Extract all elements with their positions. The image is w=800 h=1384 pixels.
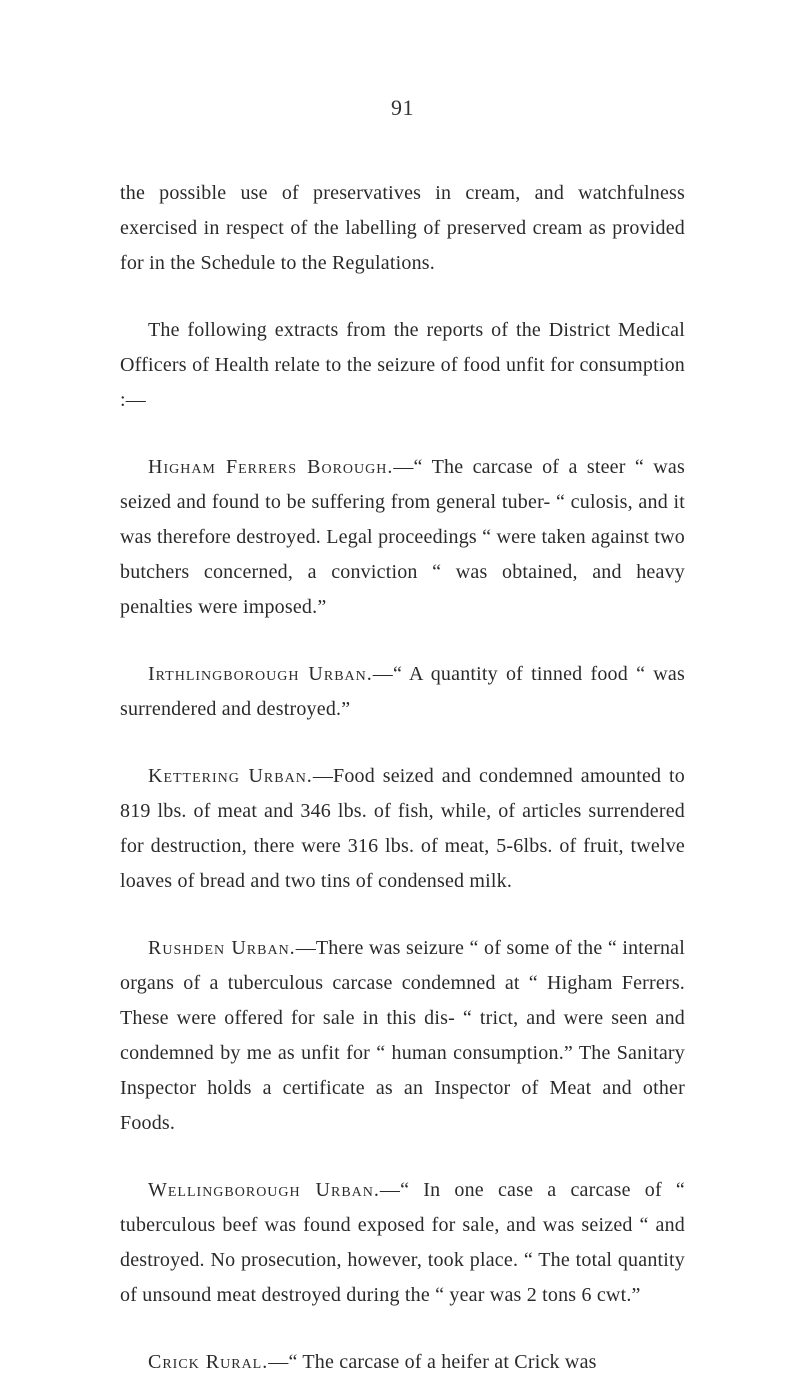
body-higham-ferrers: —“ The carcase of a steer “ was seized a… (120, 456, 685, 618)
heading-irthlingborough: Irthlingborough Urban. (148, 663, 373, 685)
paragraph-wellingborough: Wellingborough Urban.—“ In one case a ca… (120, 1173, 685, 1313)
heading-rushden: Rushden Urban. (148, 937, 296, 959)
paragraph-crick: Crick Rural.—“ The carcase of a heifer a… (120, 1345, 685, 1380)
paragraph-rushden: Rushden Urban.—There was seizure “ of so… (120, 931, 685, 1141)
body-crick: —“ The carcase of a heifer at Crick was (268, 1351, 596, 1373)
body-rushden: —There was seizure “ of some of the “ in… (120, 937, 685, 1134)
heading-higham-ferrers: Higham Ferrers Borough. (148, 456, 393, 478)
heading-kettering: Kettering Urban. (148, 765, 313, 787)
paragraph-higham-ferrers: Higham Ferrers Borough.—“ The carcase of… (120, 450, 685, 625)
paragraph-intro-1: the possible use of preservatives in cre… (120, 176, 685, 281)
paragraph-kettering: Kettering Urban.—Food seized and condemn… (120, 759, 685, 899)
heading-crick: Crick Rural. (148, 1351, 268, 1373)
paragraph-intro-2: The following extracts from the reports … (120, 313, 685, 418)
heading-wellingborough: Wellingborough Urban. (148, 1179, 380, 1201)
page-number: 91 (120, 95, 685, 121)
page-container: 91 the possible use of preservatives in … (0, 0, 800, 1384)
paragraph-irthlingborough: Irthlingborough Urban.—“ A quantity of t… (120, 657, 685, 727)
